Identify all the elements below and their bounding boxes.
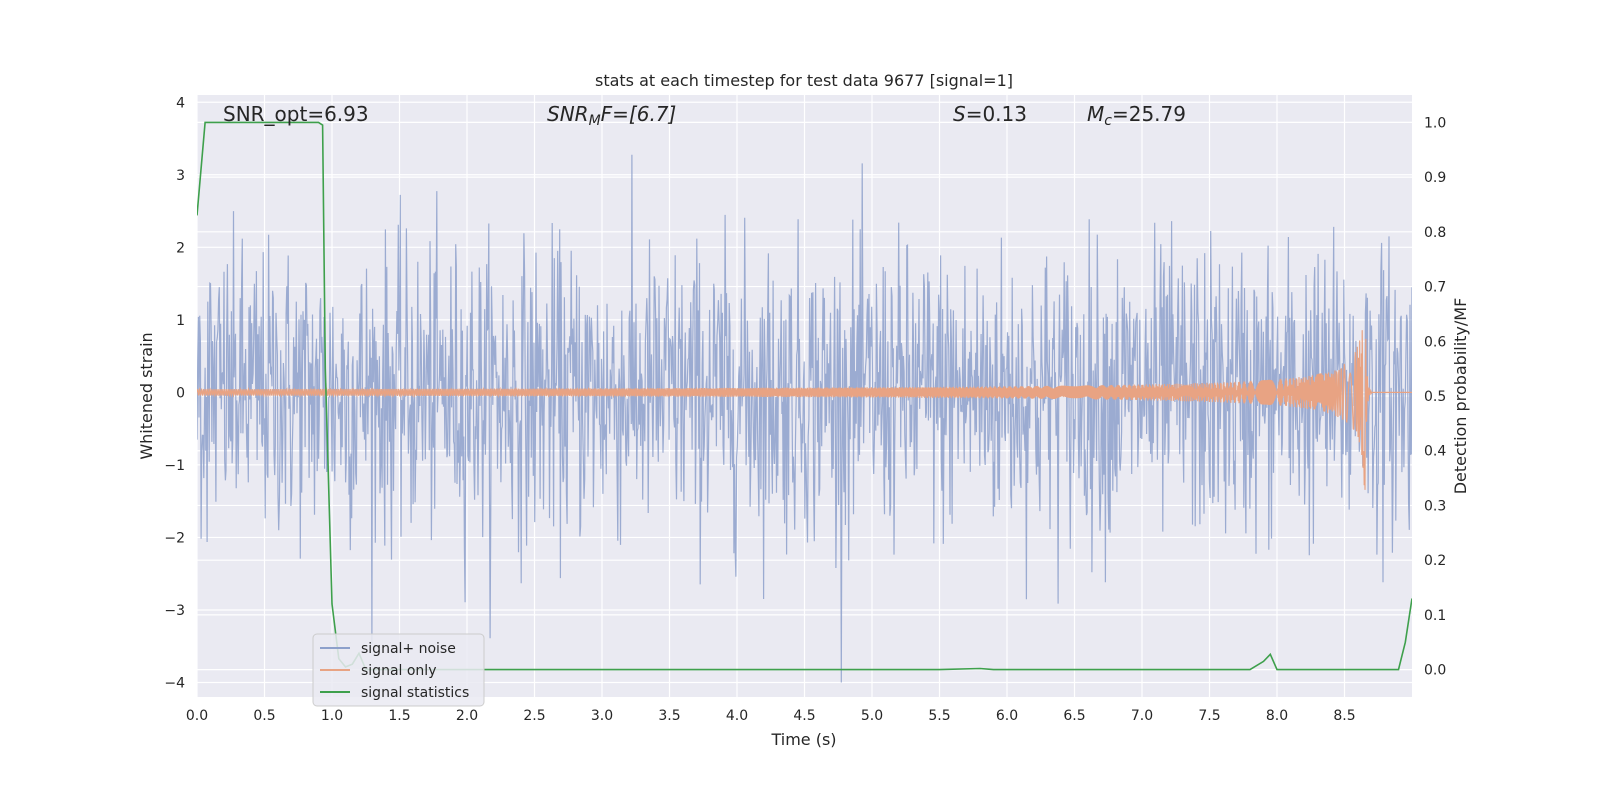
x-tick-label: 2.5 xyxy=(523,708,545,724)
y-tick-label: 1 xyxy=(176,313,185,329)
x-tick-label: 4.0 xyxy=(726,708,748,724)
legend-box xyxy=(312,633,485,707)
x-tick-label: 8.0 xyxy=(1266,708,1288,724)
x-tick-label: 5.0 xyxy=(861,708,883,724)
y-tick-label: −3 xyxy=(164,603,185,619)
y-right-tick-label: 0.1 xyxy=(1424,608,1446,624)
y-right-tick-label: 1.0 xyxy=(1424,115,1446,131)
x-axis-label: Time (s) xyxy=(770,730,836,749)
y-right-tick-label: 0.7 xyxy=(1424,280,1446,296)
x-tick-label: 6.0 xyxy=(996,708,1018,724)
annotation-snr-opt: SNR_opt=6.93 xyxy=(223,102,369,126)
x-tick-label: 7.0 xyxy=(1131,708,1153,724)
y-tick-label: −4 xyxy=(164,675,185,691)
annotation-s-rest: =0.13 xyxy=(966,102,1027,126)
x-tick-label: 1.5 xyxy=(388,708,410,724)
annotation-snr-mf: SNRMF=[6.7] xyxy=(547,102,676,129)
y-tick-label: 4 xyxy=(176,95,185,111)
y-right-tick-label: 0.0 xyxy=(1424,663,1446,679)
y-right-tick-label: 0.5 xyxy=(1424,389,1446,405)
x-tick-label: 7.5 xyxy=(1198,708,1220,724)
annotation-snr-mf-rest-f: F=[6.7] xyxy=(601,102,677,126)
annotation-mc: Mc=25.79 xyxy=(1087,102,1186,129)
y-tick-label: 0 xyxy=(176,385,185,401)
x-tick-label: 4.5 xyxy=(793,708,815,724)
legend-label-signal-noise: signal+ noise xyxy=(361,641,456,657)
x-tick-label: 0.5 xyxy=(253,708,275,724)
annotation-s: S=0.13 xyxy=(953,102,1027,126)
legend: signal+ noise signal only signal statist… xyxy=(312,633,485,707)
y-right-axis-ticks: 1.0 0.9 0.8 0.7 0.6 0.5 0.4 0.3 0.2 0.1 0.0 xyxy=(1424,115,1446,678)
annotation-mc-var: M xyxy=(1087,102,1104,126)
x-tick-label: 8.5 xyxy=(1333,708,1355,724)
annotation-snr-mf-sub: M xyxy=(589,113,601,129)
annotation-s-var: S xyxy=(953,102,966,126)
x-tick-label: 0.0 xyxy=(186,708,208,724)
annotation-snr-mf-base: SNR xyxy=(547,102,589,126)
legend-label-signal-only: signal only xyxy=(361,663,436,679)
annotation-mc-sub: c xyxy=(1104,113,1112,129)
y-tick-label: 3 xyxy=(176,168,185,184)
x-axis-ticks: 0.0 0.5 1.0 1.5 2.0 2.5 3.0 3.5 4.0 4.5 5.0 5.5 6.0 6… xyxy=(186,708,1356,724)
y-tick-label: −2 xyxy=(164,530,185,546)
y-axis-label: Whitened strain xyxy=(137,332,156,459)
y-right-tick-label: 0.9 xyxy=(1424,170,1446,186)
y-tick-label: 2 xyxy=(176,240,185,256)
y-right-axis-label: Detection probability/MF xyxy=(1451,298,1470,495)
series-signal-noise xyxy=(197,154,1412,683)
x-tick-label: 6.5 xyxy=(1063,708,1085,724)
y-right-tick-label: 0.3 xyxy=(1424,498,1446,514)
y-axis-ticks: 4 3 2 1 0 −1 −2 −3 −4 xyxy=(164,95,185,691)
y-right-tick-label: 0.8 xyxy=(1424,225,1446,241)
x-tick-label: 3.5 xyxy=(658,708,680,724)
annotation-mc-rest: =25.79 xyxy=(1112,102,1186,126)
x-tick-label: 5.5 xyxy=(928,708,950,724)
y-right-tick-label: 0.6 xyxy=(1424,334,1446,350)
series-signal-only xyxy=(197,330,1412,490)
x-tick-label: 1.0 xyxy=(321,708,343,724)
y-right-tick-label: 0.4 xyxy=(1424,444,1446,460)
x-tick-label: 2.0 xyxy=(456,708,478,724)
chart-title: stats at each timestep for test data 967… xyxy=(595,71,1013,90)
legend-label-signal-statistics: signal statistics xyxy=(361,685,469,701)
x-tick-label: 3.0 xyxy=(591,708,613,724)
y-tick-label: −1 xyxy=(164,458,185,474)
y-right-tick-label: 0.2 xyxy=(1424,553,1446,569)
